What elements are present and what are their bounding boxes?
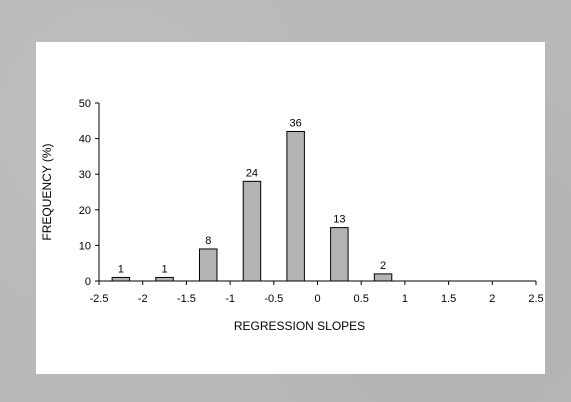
bar-data-label: 1 [161, 263, 167, 275]
histogram-chart: 1 1 8 24 36 13 2 -2.5 -2 -1.5 -1 -0.5 0 0.5 1 1.5 2 2.5 0… [40, 98, 544, 333]
chart-panel: 1 1 8 24 36 13 2 -2.5 -2 -1.5 -1 -0.5 0 0.5 1 1.5 2 2.5 0… [36, 42, 545, 374]
y-tick-label: 10 [79, 240, 91, 252]
y-tick-label: 30 [79, 169, 91, 181]
x-tick-label: 0.5 [354, 293, 369, 305]
histogram-bar [373, 273, 393, 282]
bar-data-label: 13 [333, 214, 345, 226]
y-tick-label: 20 [79, 205, 91, 217]
bar-data-label: 36 [290, 117, 302, 129]
x-tick-label: 1 [402, 293, 408, 305]
x-tick-label: 2.5 [528, 293, 543, 305]
histogram-bar [330, 227, 349, 282]
histogram-bar [111, 276, 131, 282]
x-tick-label: -0.5 [264, 293, 283, 305]
bar-data-label: 2 [380, 260, 386, 272]
x-tick-label: -1.5 [177, 293, 196, 305]
y-tick-label: 50 [79, 98, 91, 110]
histogram-bar [155, 276, 174, 282]
x-tick-label: -2 [138, 293, 148, 305]
x-axis-label: REGRESSION SLOPES [234, 319, 365, 333]
x-tick-label: 2 [489, 293, 495, 305]
y-tick-label: 40 [79, 134, 91, 146]
x-tick-label: -2.5 [90, 293, 109, 305]
x-tick-label: 1.5 [441, 293, 456, 305]
x-tick-label: -1 [225, 293, 235, 305]
bar-data-label: 8 [205, 235, 211, 247]
histogram-bar [242, 180, 262, 282]
y-tick-label: 0 [85, 276, 91, 288]
y-axis-label: FREQUENCY (%) [40, 143, 54, 240]
bar-data-label: 24 [246, 167, 258, 179]
bar-data-label: 1 [118, 263, 124, 275]
x-tick-label: 0 [314, 293, 320, 305]
histogram-bar [199, 248, 218, 282]
histogram-bar [286, 130, 305, 282]
